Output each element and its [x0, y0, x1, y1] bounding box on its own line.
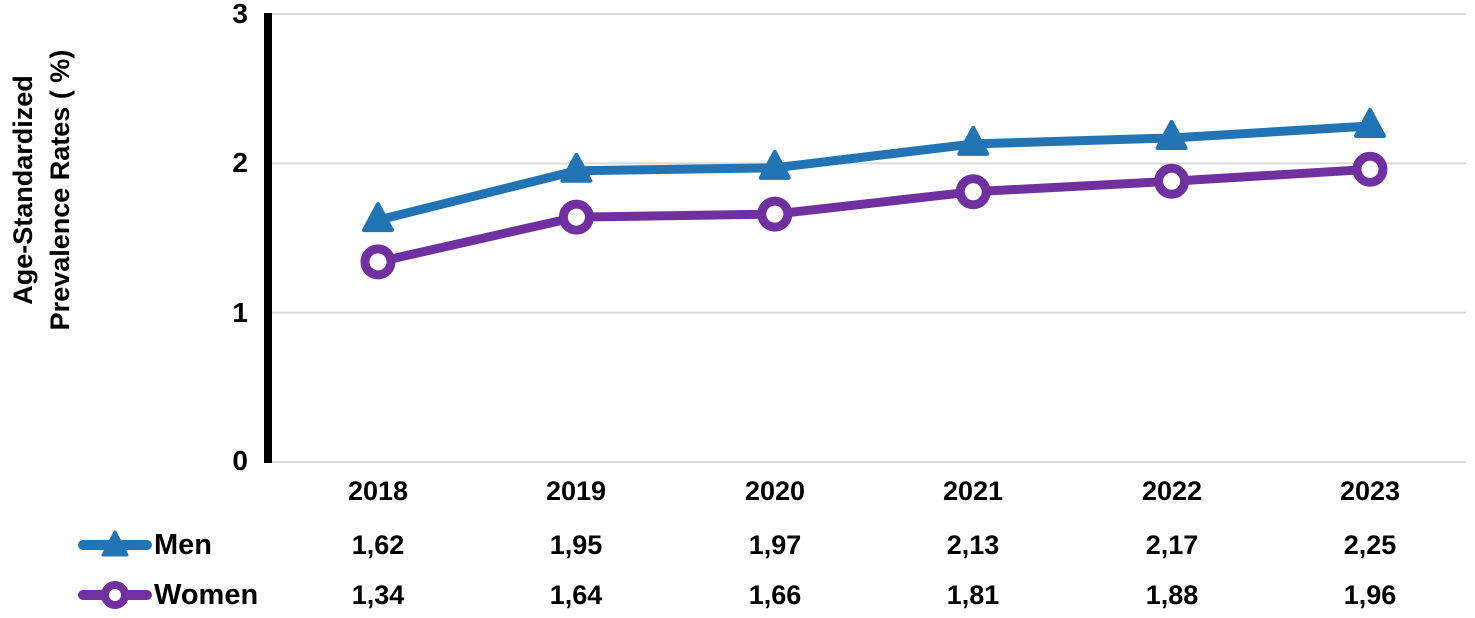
women-value-cell: 1,96 [1343, 580, 1397, 610]
women-value-cell: 1,81 [946, 580, 1000, 610]
legend-men: Men [76, 527, 212, 563]
series-line-men [373, 121, 1375, 225]
marker-women-2023 [1352, 151, 1388, 187]
marker-men-2018 [362, 202, 394, 233]
y-axis-line [264, 13, 272, 463]
x-axis-label-2019: 2019 [545, 476, 607, 506]
women-value-cell: 1,88 [1145, 580, 1199, 610]
men-value-cell: 1,95 [549, 530, 603, 560]
x-axis-label-2020: 2020 [744, 476, 806, 506]
y-tick-label-0: 0 [232, 445, 248, 476]
marker-women-2022 [1154, 163, 1190, 199]
marker-women-2020 [757, 196, 793, 232]
women-value-cell: 1,34 [351, 580, 405, 610]
women-value-cell: 1,64 [549, 580, 603, 610]
legend-men-label: Men [154, 529, 212, 561]
men-value-cell: 2,25 [1343, 530, 1397, 560]
y-tick-label-1: 1 [232, 297, 248, 328]
women-series-marker-icon [76, 577, 154, 613]
marker-men-2021 [957, 125, 990, 156]
marker-men-2019 [560, 152, 593, 183]
legend-women: Women [76, 577, 258, 613]
marker-women-2018 [360, 244, 396, 280]
x-axis-label-2021: 2021 [942, 476, 1004, 506]
series-line-women [373, 164, 1375, 267]
men-value-cell: 1,97 [748, 530, 802, 560]
men-value-cell: 1,62 [351, 530, 405, 560]
men-series-marker-icon [76, 527, 154, 563]
marker-women-2019 [558, 199, 594, 235]
marker-men-2020 [758, 149, 791, 180]
x-axis-label-2022: 2022 [1141, 476, 1203, 506]
legend-women-label: Women [154, 579, 259, 611]
marker-women-2021 [955, 174, 991, 210]
women-value-cell: 1,66 [748, 580, 802, 610]
marker-men-2022 [1155, 119, 1188, 150]
y-tick-label-3: 3 [232, 0, 248, 29]
x-axis-label-2018: 2018 [347, 476, 409, 506]
men-value-cell: 2,13 [946, 530, 1000, 560]
marker-men-2023 [1354, 108, 1386, 138]
x-axis-label-2023: 2023 [1339, 476, 1401, 506]
men-value-cell: 2,17 [1145, 530, 1199, 560]
y-tick-label-2: 2 [232, 147, 248, 178]
